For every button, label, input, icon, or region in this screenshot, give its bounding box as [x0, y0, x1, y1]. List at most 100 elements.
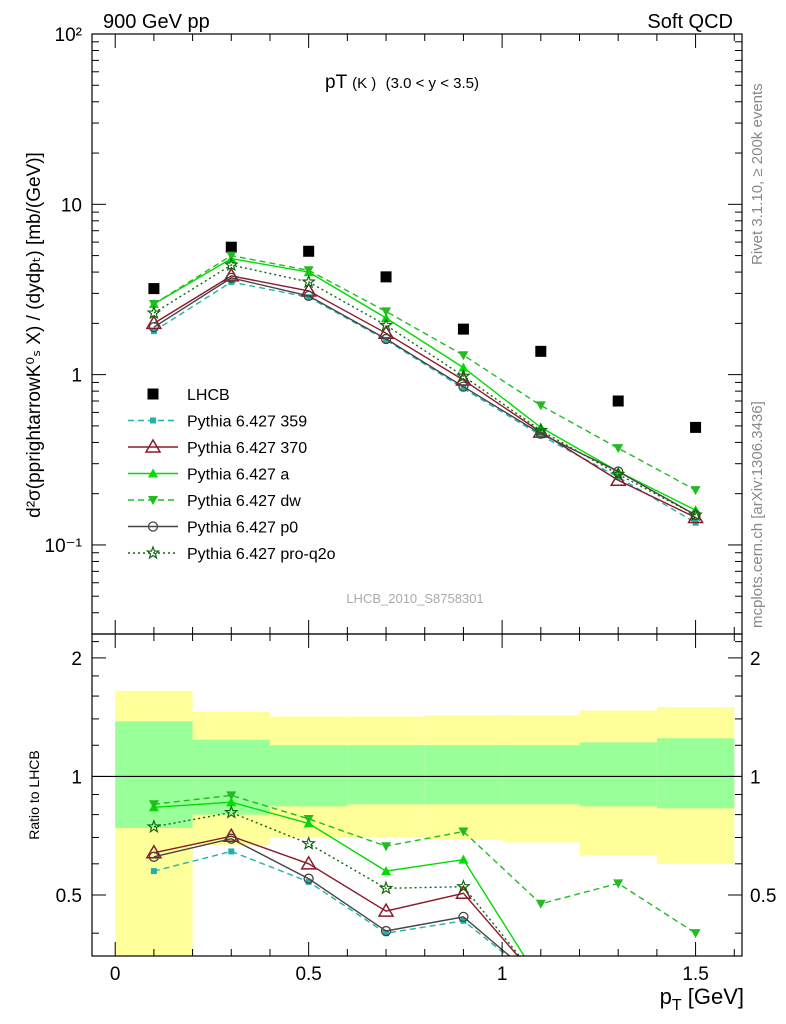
point-pythia-6-427-p0-2 — [303, 873, 314, 884]
point-lhcb-5 — [535, 345, 547, 357]
legend-label: LHCB — [187, 387, 230, 404]
point-pythia-6-427-pro-q2o-0 — [146, 819, 162, 834]
stat-uncertainty-band-0 — [115, 721, 193, 828]
legend-item-pythia-6-427-a: Pythia 6.427 a — [128, 467, 289, 484]
point-pythia-6-427-dw-0 — [148, 299, 159, 309]
y-tick-label-ratio-right: 1 — [750, 767, 761, 788]
point-pythia-6-427-dw-3 — [381, 842, 392, 852]
legend-marker — [148, 468, 158, 478]
series-line-pythia-6-427-pro-q2o — [153, 264, 696, 516]
legend-marker — [144, 438, 162, 453]
point-pythia-6-427-359-0 — [150, 868, 157, 875]
point-lhcb-6 — [612, 395, 624, 407]
point-lhcb-1 — [225, 241, 237, 253]
point-pythia-6-427-p0-3 — [380, 333, 392, 345]
series-line-pythia-6-427-dw — [153, 254, 696, 491]
series-line-pythia-6-427-dw — [153, 794, 696, 934]
ratio-series-group — [145, 791, 701, 987]
y-tick-label-main: 10 — [61, 195, 82, 216]
point-lhcb-7 — [690, 421, 702, 433]
point-pythia-6-427-p0-1 — [226, 833, 237, 844]
mcplots-label: mcplots.cern.ch [arXiv:1306.3436] — [749, 401, 766, 628]
point-pythia-6-427-a-5 — [535, 422, 546, 432]
x-tick-label: 1 — [497, 964, 508, 985]
analysis-watermark: LHCB_2010_S8758301 — [346, 591, 483, 606]
y-tick-label-ratio-right: 2 — [750, 649, 761, 670]
y-tick-label-ratio: 2 — [71, 649, 82, 670]
point-pythia-6-427-pro-q2o-7 — [688, 507, 703, 522]
x-tick-label: 1.5 — [682, 964, 708, 985]
x-tick-label: 0 — [110, 964, 121, 985]
x-axis-label: pT [GeV] — [660, 984, 744, 1014]
stat-uncertainty-band-2 — [269, 745, 348, 807]
point-pythia-6-427-359-5 — [538, 979, 544, 985]
y-tick-label-main: 10² — [55, 25, 82, 46]
point-pythia-6-427-dw-4 — [458, 827, 469, 837]
legend-marker — [148, 496, 158, 505]
point-pythia-6-427-dw-0 — [148, 800, 159, 810]
point-pythia-6-427-pro-q2o-3 — [378, 317, 394, 332]
point-pythia-6-427-a-3 — [381, 313, 392, 323]
point-pythia-6-427-359-3 — [383, 336, 390, 343]
point-pythia-6-427-pro-q2o-1 — [223, 257, 239, 272]
point-pythia-6-427-dw-7 — [690, 486, 701, 496]
legend-item-lhcb: LHCB — [147, 387, 230, 404]
point-pythia-6-427-370-5 — [534, 975, 548, 987]
point-pythia-6-427-dw-5 — [535, 899, 546, 909]
point-pythia-6-427-370-3 — [377, 902, 395, 917]
point-pythia-6-427-370-0 — [145, 314, 163, 330]
point-lhcb-4 — [457, 323, 469, 335]
axis-tick-labels: 0 0.5 1 1.5 10⁻¹ 1 10 10² 0.5 0.5 1 1 2 2 — [45, 25, 777, 985]
stat-uncertainty-band-7 — [656, 738, 735, 809]
point-pythia-6-427-dw-2 — [303, 266, 314, 276]
legend-label: Pythia 6.427 370 — [187, 440, 307, 457]
point-pythia-6-427-359-2 — [305, 294, 312, 301]
point-pythia-6-427-pro-q2o-6 — [613, 976, 624, 987]
point-lhcb-2 — [303, 245, 315, 257]
point-pythia-6-427-dw-4 — [458, 351, 469, 361]
point-pythia-6-427-dw-7 — [690, 929, 701, 939]
point-pythia-6-427-p0-5 — [536, 978, 545, 987]
point-pythia-6-427-dw-6 — [613, 879, 624, 889]
point-pythia-6-427-dw-2 — [303, 814, 314, 824]
point-pythia-6-427-dw-1 — [226, 791, 237, 801]
series-line-pythia-6-427-p0 — [153, 277, 696, 516]
legend-item-pythia-6-427-pro-q2o: Pythia 6.427 pro-q2o — [128, 545, 336, 563]
series-line-pythia-6-427-pro-q2o — [153, 811, 521, 956]
series-line-pythia-6-427-370 — [153, 835, 519, 956]
y-tick-label-ratio-right: 0.5 — [750, 886, 776, 907]
point-pythia-6-427-pro-q2o-1 — [223, 804, 239, 819]
y-tick-label-main: 10⁻¹ — [45, 536, 83, 557]
legend-item-pythia-6-427-dw: Pythia 6.427 dw — [128, 493, 301, 510]
stat-uncertainty-band-4 — [424, 745, 503, 805]
series-pythia-6-427-359 — [150, 848, 544, 985]
point-pythia-6-427-370-6 — [611, 975, 625, 987]
legend-item-pythia-6-427-370: Pythia 6.427 370 — [128, 438, 307, 457]
series-lhcb — [148, 241, 702, 433]
series-pythia-6-427-pro-q2o — [146, 257, 703, 522]
point-pythia-6-427-a-4 — [458, 854, 469, 864]
y-tick-label-ratio: 1 — [71, 767, 82, 788]
legend-marker — [145, 545, 161, 560]
point-lhcb-0 — [148, 283, 160, 295]
series-pythia-6-427-dw — [148, 251, 701, 496]
point-pythia-6-427-370-2 — [300, 855, 317, 870]
point-pythia-6-427-p0-4 — [458, 911, 469, 923]
series-line-pythia-6-427-370 — [153, 275, 696, 519]
y-tick-label-ratio: 0.5 — [56, 886, 82, 907]
stat-uncertainty-band-5 — [502, 745, 580, 805]
legend-item-pythia-6-427-p0: Pythia 6.427 p0 — [128, 520, 298, 537]
main-frame — [91, 33, 743, 635]
point-pythia-6-427-359-3 — [383, 930, 390, 937]
series-pythia-6-427-dw — [148, 791, 701, 939]
series-line-pythia-6-427-359 — [153, 281, 696, 524]
legend-marker — [147, 388, 159, 400]
ratio-frame — [91, 633, 743, 957]
header-right: Soft QCD — [647, 11, 733, 33]
point-pythia-6-427-370-0 — [145, 844, 163, 859]
point-pythia-6-427-p0-0 — [148, 851, 160, 862]
point-pythia-6-427-pro-q2o-5 — [533, 422, 549, 437]
header-left: 900 GeV pp — [103, 11, 210, 33]
point-pythia-6-427-pro-q2o-4 — [456, 368, 471, 383]
